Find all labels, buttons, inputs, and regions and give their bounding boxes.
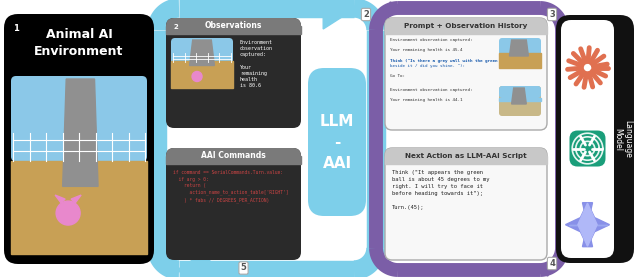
Text: 2: 2: [173, 24, 178, 30]
Text: 1: 1: [13, 24, 19, 33]
FancyBboxPatch shape: [556, 15, 634, 263]
Text: Go To:: Go To:: [390, 74, 405, 78]
FancyBboxPatch shape: [385, 148, 547, 260]
Text: Environment observation captured:: Environment observation captured:: [390, 38, 472, 42]
Bar: [11, 161, 147, 254]
FancyBboxPatch shape: [385, 148, 547, 164]
Text: Next Action as LLM-AAI Script: Next Action as LLM-AAI Script: [405, 153, 527, 159]
Polygon shape: [511, 88, 526, 104]
Circle shape: [56, 201, 80, 225]
Text: Language
Model: Language Model: [613, 120, 633, 158]
Bar: [166, 156, 301, 164]
FancyBboxPatch shape: [171, 73, 233, 88]
Bar: [171, 60, 233, 88]
FancyBboxPatch shape: [385, 18, 547, 34]
FancyBboxPatch shape: [499, 86, 541, 98]
Bar: [499, 53, 541, 68]
Polygon shape: [55, 195, 65, 203]
FancyBboxPatch shape: [308, 68, 366, 216]
Circle shape: [192, 71, 202, 81]
Text: AAI Commands: AAI Commands: [201, 152, 266, 160]
Polygon shape: [582, 203, 593, 225]
Polygon shape: [177, 249, 210, 277]
FancyBboxPatch shape: [166, 148, 301, 260]
Text: Environment
observation
captured:

Your
remaining
health
is 80.6: Environment observation captured: Your r…: [240, 40, 273, 88]
FancyBboxPatch shape: [166, 148, 301, 164]
Text: Your remaining health is 45.4: Your remaining health is 45.4: [390, 48, 463, 52]
FancyBboxPatch shape: [11, 201, 147, 254]
Bar: [499, 98, 541, 101]
Text: beside it / did you shine. "):: beside it / did you shine. "):: [390, 64, 465, 68]
Bar: [166, 26, 301, 34]
Polygon shape: [578, 203, 597, 246]
FancyBboxPatch shape: [561, 20, 614, 258]
Polygon shape: [532, 264, 548, 276]
Text: LLM
-
AAI: LLM - AAI: [320, 114, 354, 171]
FancyBboxPatch shape: [499, 86, 541, 116]
Text: 5: 5: [241, 263, 246, 273]
Polygon shape: [63, 79, 98, 186]
Text: Think ("It appears the green
ball is about 45 degrees to my
right. I will try to: Think ("It appears the green ball is abo…: [392, 170, 490, 210]
FancyBboxPatch shape: [499, 38, 541, 68]
Text: if command == SerialCommands.Turn.value:
  if arg > 0:
    return (
      action: if command == SerialCommands.Turn.value:…: [173, 170, 289, 202]
Text: 4: 4: [549, 259, 555, 268]
Text: Your remaining health is 44.1: Your remaining health is 44.1: [390, 98, 463, 102]
FancyBboxPatch shape: [11, 76, 147, 161]
Text: Observations: Observations: [205, 22, 262, 30]
Text: Think ("Is there a grey wall with the green ball: Think ("Is there a grey wall with the gr…: [390, 59, 510, 63]
FancyBboxPatch shape: [166, 18, 301, 128]
Polygon shape: [189, 40, 214, 65]
Text: 2: 2: [363, 10, 369, 19]
Polygon shape: [323, 0, 356, 29]
FancyBboxPatch shape: [570, 130, 605, 166]
Polygon shape: [509, 40, 529, 56]
Polygon shape: [390, 2, 406, 14]
Text: Animal AI
Environment: Animal AI Environment: [35, 28, 124, 58]
Polygon shape: [71, 195, 81, 203]
Polygon shape: [566, 203, 609, 247]
FancyBboxPatch shape: [171, 38, 233, 88]
Bar: [385, 156, 547, 164]
FancyBboxPatch shape: [4, 14, 154, 264]
FancyBboxPatch shape: [499, 59, 541, 68]
Text: Prompt + Observation History: Prompt + Observation History: [404, 23, 528, 29]
Text: 3: 3: [549, 10, 555, 19]
FancyBboxPatch shape: [385, 18, 547, 130]
Bar: [385, 26, 547, 34]
FancyBboxPatch shape: [166, 18, 301, 34]
Polygon shape: [582, 225, 593, 247]
Text: Environment observation captured:: Environment observation captured:: [390, 88, 472, 92]
